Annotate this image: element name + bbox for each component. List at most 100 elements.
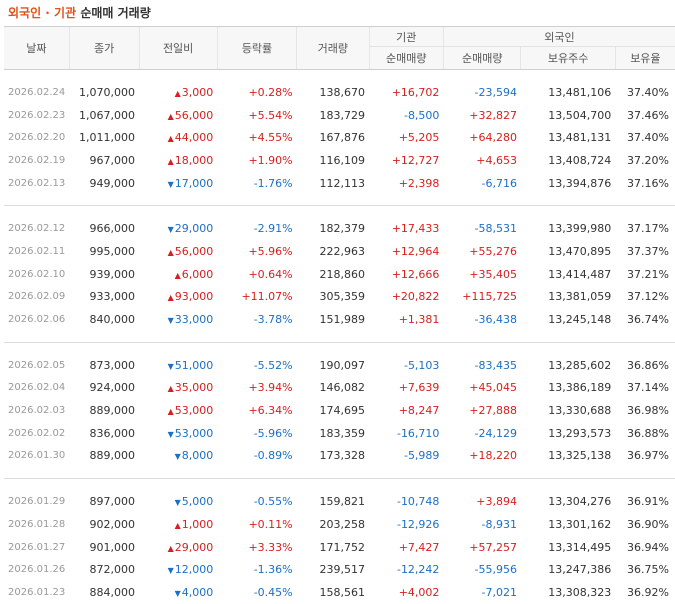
cell-foreign-hold: 13,245,148 xyxy=(548,313,612,327)
cell-foreign-ratio: 37.46% xyxy=(627,108,669,122)
cell-foreign-net: +4,653 xyxy=(476,153,517,167)
cell-foreign-ratio: 36.98% xyxy=(627,404,669,418)
cell-foreign-net: +3,894 xyxy=(476,495,517,509)
cell-foreign-hold: 13,399,980 xyxy=(548,222,612,236)
cell-pct: +11.07% xyxy=(241,290,293,304)
row-spacer xyxy=(4,479,675,490)
up-triangle-icon: ▲ xyxy=(167,543,174,553)
cell-change: ▼4,000 xyxy=(139,581,217,604)
cell-inst-net: -8,500 xyxy=(403,108,440,122)
change-value: 51,000 xyxy=(174,358,214,372)
cell-change: ▲35,000 xyxy=(139,377,217,400)
cell-pct: -0.45% xyxy=(253,585,293,599)
cell-pct: -5.96% xyxy=(253,426,293,440)
cell-foreign-net: -23,594 xyxy=(474,85,517,99)
cell-pct: -2.91% xyxy=(253,222,293,236)
cell-foreign-ratio: 36.94% xyxy=(627,540,669,554)
cell-foreign-net: +45,045 xyxy=(469,381,517,395)
cell-close: 902,000 xyxy=(89,517,136,531)
header-foreign-net: 순매매량 xyxy=(442,46,521,70)
header-foreign-ratio: 보유율 xyxy=(614,46,675,70)
title-accent: 외국인 · 기관 xyxy=(8,6,77,20)
cell-foreign-net: -58,531 xyxy=(474,222,517,236)
cell-foreign-hold: 13,381,059 xyxy=(548,290,612,304)
cell-change: ▼17,000 xyxy=(139,172,217,195)
cell-close: 889,000 xyxy=(89,449,136,463)
row-spacer xyxy=(4,70,675,82)
cell-inst-net: +12,964 xyxy=(391,244,440,258)
cell-inst-net: -10,748 xyxy=(396,495,440,509)
cell-foreign-hold: 13,285,602 xyxy=(548,358,612,372)
cell-inst-net: +16,702 xyxy=(391,85,440,99)
cell-volume: 190,097 xyxy=(319,358,366,372)
cell-pct: +6.34% xyxy=(248,404,293,418)
cell-close: 897,000 xyxy=(89,495,136,509)
cell-pct: -0.55% xyxy=(253,495,293,509)
cell-date: 2026.02.09 xyxy=(8,291,66,303)
cell-date: 2026.01.30 xyxy=(8,450,66,462)
cell-date: 2026.01.23 xyxy=(8,586,66,598)
cell-volume: 158,561 xyxy=(319,585,366,599)
change-value: 33,000 xyxy=(174,313,214,327)
cell-foreign-hold: 13,308,323 xyxy=(548,585,612,599)
cell-close: 872,000 xyxy=(89,563,136,577)
cell-date: 2026.02.23 xyxy=(8,109,66,121)
cell-foreign-hold: 13,304,276 xyxy=(548,495,612,509)
cell-close: 924,000 xyxy=(89,381,136,395)
cell-pct: +5.54% xyxy=(248,108,293,122)
cell-change: ▼51,000 xyxy=(139,354,217,377)
up-triangle-icon: ▲ xyxy=(167,156,174,166)
cell-foreign-net: -55,956 xyxy=(474,563,517,577)
cell-volume: 218,860 xyxy=(319,267,366,281)
down-triangle-icon: ▼ xyxy=(167,225,174,235)
change-value: 3,000 xyxy=(181,85,214,99)
up-triangle-icon: ▲ xyxy=(174,88,181,98)
cell-pct: -5.52% xyxy=(253,358,293,372)
table-row: 2026.01.28 902,000 ▲1,000 +0.11% 203,258 -12,… xyxy=(4,513,675,536)
cell-foreign-ratio: 36.91% xyxy=(627,495,669,509)
cell-foreign-ratio: 36.90% xyxy=(627,517,669,531)
cell-inst-net: +1,381 xyxy=(398,313,440,327)
up-triangle-icon: ▲ xyxy=(167,247,174,257)
cell-pct: +0.11% xyxy=(248,517,293,531)
cell-close: 1,070,000 xyxy=(79,85,135,99)
cell-change: ▼5,000 xyxy=(139,490,217,513)
cell-change: ▲6,000 xyxy=(139,263,217,286)
change-value: 8,000 xyxy=(181,449,214,463)
cell-date: 2026.02.20 xyxy=(8,132,66,144)
cell-close: 836,000 xyxy=(89,426,136,440)
cell-pct: -3.78% xyxy=(253,313,293,327)
cell-date: 2026.02.11 xyxy=(8,245,66,257)
cell-change: ▲18,000 xyxy=(139,149,217,172)
cell-close: 884,000 xyxy=(89,585,136,599)
down-triangle-icon: ▼ xyxy=(167,179,174,189)
cell-foreign-hold: 13,330,688 xyxy=(548,404,612,418)
investor-trading-table: 날짜 종가 전일비 등락률 거래량 기관 외국인 순매매량 순매매량 보유주수 … xyxy=(4,26,675,604)
row-spacer xyxy=(4,331,675,343)
cell-foreign-hold: 13,408,724 xyxy=(548,153,612,167)
cell-pct: +4.55% xyxy=(248,131,293,145)
cell-volume: 239,517 xyxy=(319,563,366,577)
cell-foreign-ratio: 37.21% xyxy=(627,267,669,281)
table-row: 2026.02.10 939,000 ▲6,000 +0.64% 218,860 +12,… xyxy=(4,263,675,286)
up-triangle-icon: ▲ xyxy=(167,407,174,417)
down-triangle-icon: ▼ xyxy=(174,452,181,462)
cell-foreign-net: +55,276 xyxy=(469,244,517,258)
cell-date: 2026.02.05 xyxy=(8,359,66,371)
cell-change: ▼29,000 xyxy=(139,217,217,240)
cell-inst-net: -12,242 xyxy=(396,563,440,577)
cell-pct: +0.64% xyxy=(248,267,293,281)
cell-close: 939,000 xyxy=(89,267,136,281)
cell-foreign-hold: 13,325,138 xyxy=(548,449,612,463)
cell-date: 2026.02.10 xyxy=(8,268,66,280)
cell-date: 2026.02.03 xyxy=(8,405,66,417)
table-row: 2026.02.05 873,000 ▼51,000 -5.52% 190,097 -5,… xyxy=(4,354,675,377)
cell-date: 2026.01.29 xyxy=(8,496,66,508)
cell-date: 2026.02.06 xyxy=(8,314,66,326)
cell-pct: +1.90% xyxy=(248,153,293,167)
change-value: 35,000 xyxy=(174,381,214,395)
table-row: 2026.01.23 884,000 ▼4,000 -0.45% 158,561 +4,0… xyxy=(4,581,675,604)
header-foreign-group: 외국인 xyxy=(442,26,675,47)
cell-foreign-ratio: 36.97% xyxy=(627,449,669,463)
change-value: 29,000 xyxy=(174,222,214,236)
